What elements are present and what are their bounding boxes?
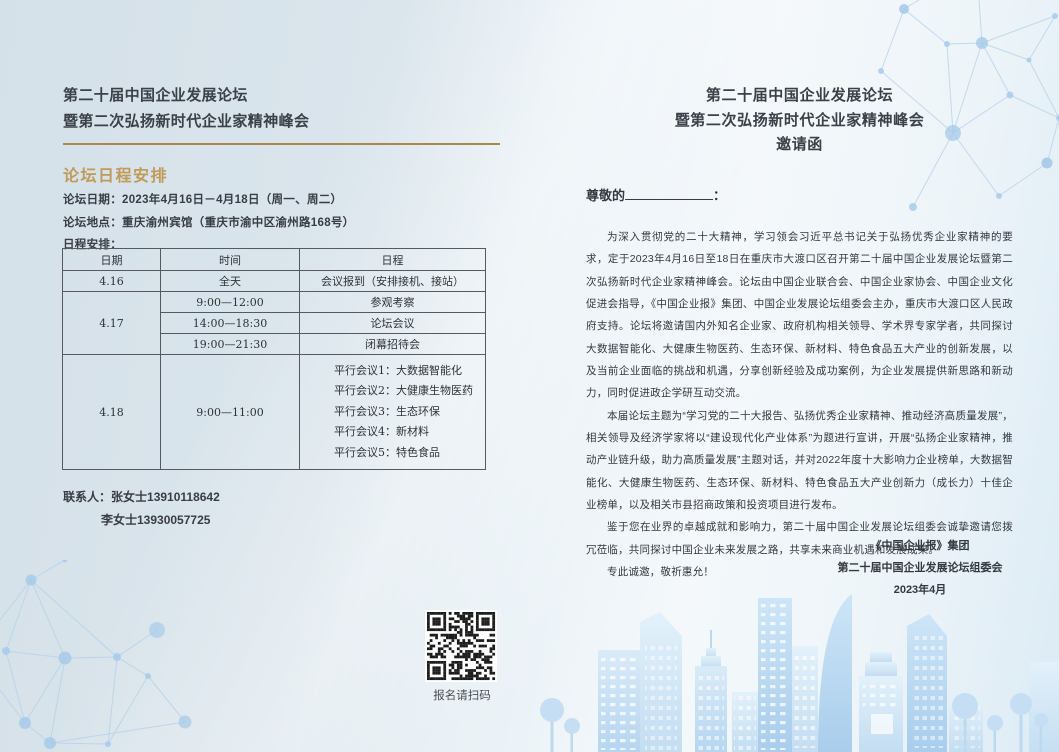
table-header-row: 日期 时间 日程 — [62, 248, 486, 271]
table-cell-agenda: 会议报到（安排接机、接站） — [299, 270, 486, 292]
agenda-item: 平行会议3：生态环保 — [334, 404, 440, 418]
table-row: 19:00—21:30 闭幕招待会 — [63, 333, 486, 355]
qr-caption: 报名请扫码 — [433, 688, 491, 702]
schedule-table: 日期 时间 日程 4.16 全天 会议报到（安排接机、接站） 4.17 9:00… — [62, 248, 486, 471]
signature-date: 2023年4月 — [893, 584, 947, 596]
schedule-section-heading: 论坛日程安排 — [63, 168, 169, 185]
table-cell-time: 9:00—12:00 — [160, 291, 300, 313]
table-cell-date: 4.16 — [62, 270, 161, 292]
signature-block: 《中国企业报》集团 第二十届中国企业发展论坛组委会 2023年4月 — [770, 536, 1059, 602]
contact-name-2: 李女士13930057725 — [101, 513, 211, 527]
forum-title-line2: 暨第二次弘扬新时代企业家精神峰会 — [63, 113, 310, 130]
contact-line-2: 李女士13930057725 — [63, 509, 220, 532]
table-cell-time: 全天 — [160, 270, 300, 292]
agenda-item: 平行会议2：大健康生物医药 — [334, 384, 473, 398]
table-cell-agenda: 论坛会议 — [299, 312, 486, 334]
contact-block: 联系人：张女士13910118642 李女士13930057725 — [63, 486, 220, 532]
table-cell-agenda: 闭幕招待会 — [299, 333, 486, 355]
salutation-blank-underline — [625, 186, 714, 200]
right-page-title: 第二十届中国企业发展论坛 暨第二次弘扬新时代企业家精神峰会 邀请函 — [586, 84, 1013, 158]
invitation-paragraph-2: 本届论坛主题为“学习党的二十大报告、弘扬优秀企业家精神、推动经济高质量发展”，相… — [586, 409, 1013, 512]
forum-title-line1: 第二十届中国企业发展论坛 — [63, 87, 248, 104]
contact-label: 联系人： — [63, 490, 112, 504]
left-page-title: 第二十届中国企业发展论坛 暨第二次弘扬新时代企业家精神峰会 — [63, 83, 309, 135]
invitation-title-line3: 邀请函 — [776, 136, 823, 153]
forum-venue-value: 重庆渝州宾馆（重庆市渝中区渝州路168号） — [122, 216, 355, 229]
contact-name-1: 张女士13910118642 — [111, 490, 220, 504]
table-header-date: 日期 — [62, 248, 161, 271]
invitation-title-line1: 第二十届中国企业发展论坛 — [705, 87, 894, 104]
table-row: 4.16 全天 会议报到（安排接机、接站） — [62, 270, 486, 292]
agenda-item: 平行会议4：新材料 — [334, 425, 429, 439]
table-row: 14:00—18:30 论坛会议 — [63, 312, 486, 334]
qr-code — [425, 610, 497, 682]
forum-venue-label: 论坛地点： — [63, 216, 122, 229]
salutation-line: 尊敬的 ： — [586, 185, 726, 204]
contact-line-1: 联系人：张女士13910118642 — [63, 486, 220, 509]
table-cell-time: 19:00—21:30 — [160, 333, 300, 355]
invitation-title-line2: 暨第二次弘扬新时代企业家精神峰会 — [674, 111, 925, 129]
table-row: 4.17 9:00—12:00 参观考察 — [62, 291, 486, 355]
agenda-item: 平行会议5：特色食品 — [334, 445, 440, 459]
table-row: 4.18 9:00—11:00 平行会议1：大数据智能化 平行会议2：大健康生物… — [62, 353, 486, 471]
forum-date-value: 2023年4月16日－4月18日（周一、周二） — [122, 194, 343, 206]
table-cell-time: 14:00—18:30 — [160, 312, 300, 334]
table-cell-agenda: 参观考察 — [299, 291, 486, 313]
agenda-item: 平行会议1：大数据智能化 — [334, 364, 462, 377]
table-cell-date: 4.18 — [62, 353, 161, 471]
invitation-body: 为深入贯彻党的二十大精神，学习领会习近平总书记关于弘扬优秀企业家精神的要求，定于… — [586, 226, 1013, 584]
forum-venue-line: 论坛地点：重庆渝州宾馆（重庆市渝中区渝州路168号） — [63, 212, 355, 235]
invitation-paragraph-1: 为深入贯彻党的二十大精神，学习领会习近平总书记关于弘扬优秀企业家精神的要求，定于… — [586, 231, 1013, 400]
table-cell-date: 4.17 — [62, 291, 161, 355]
table-cell-agenda-list: 平行会议1：大数据智能化 平行会议2：大健康生物医药 平行会议3：生态环保 平行… — [299, 353, 486, 471]
forum-info-block: 论坛日期：2023年4月16日－4月18日（周一、周二） 论坛地点：重庆渝州宾馆… — [63, 189, 355, 257]
salutation-colon: ： — [713, 188, 727, 203]
forum-date-label: 论坛日期： — [63, 194, 122, 206]
invitation-paragraph-4: 专此诚邀，敬祈惠允！ — [607, 566, 714, 579]
table-header-agenda: 日程 — [299, 248, 486, 271]
signature-organization-2: 第二十届中国企业发展论坛组委会 — [837, 562, 1003, 574]
invitation-paragraph-3: 鉴于您在业界的卓越成就和影响力，第二十届中国企业发展论坛组委会诚挚邀请您拨冗莅临… — [586, 521, 1013, 556]
table-cell-time: 9:00—11:00 — [160, 353, 300, 471]
salutation-prefix: 尊敬的 — [586, 188, 626, 203]
forum-date-line: 论坛日期：2023年4月16日－4月18日（周一、周二） — [63, 189, 355, 212]
signature-organization-1: 《中国企业报》集团 — [870, 540, 970, 552]
gold-divider-rule — [63, 143, 500, 145]
table-header-time: 时间 — [160, 248, 300, 271]
